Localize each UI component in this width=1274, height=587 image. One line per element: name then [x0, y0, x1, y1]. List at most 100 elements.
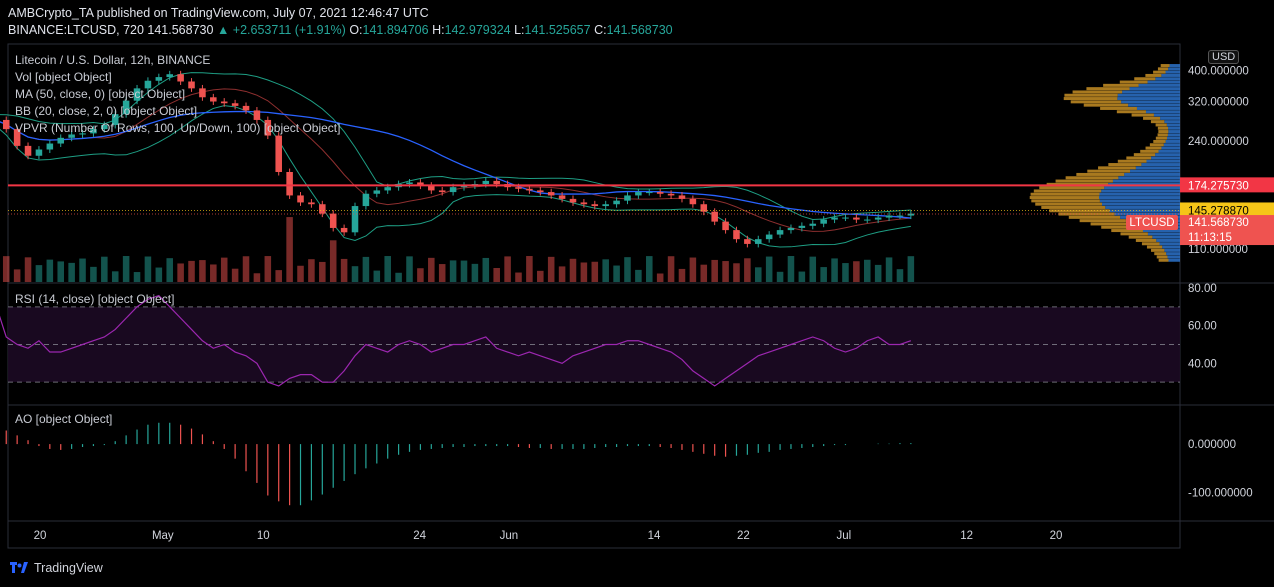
legend-vpvr[interactable]: VPVR (Number Of Rows, 100, Up/Down, 100)… — [15, 121, 341, 135]
vpvr-down-bar — [1035, 202, 1102, 206]
vpvr-down-bar — [1029, 196, 1100, 200]
open-value: 141.894706 — [362, 23, 429, 37]
volume-bar — [547, 256, 555, 282]
volume-bar — [656, 273, 664, 282]
tradingview-logo[interactable]: TradingView — [10, 561, 103, 575]
candle-body — [798, 225, 806, 228]
legend-rsi[interactable]: RSI (14, close) [object Object] — [15, 292, 175, 306]
high-label: H: — [432, 23, 445, 37]
vpvr-down-bar — [1086, 87, 1130, 91]
volume-bar — [395, 272, 402, 282]
vpvr-down-bar — [1155, 123, 1167, 127]
vpvr-up-bar — [1168, 258, 1180, 262]
vpvr-up-bar — [1168, 126, 1180, 130]
volume-bar — [13, 269, 21, 282]
volume-bar — [57, 261, 65, 282]
candle-body — [417, 182, 424, 186]
vpvr-up-bar — [1161, 146, 1180, 150]
vpvr-up-bar — [1124, 172, 1180, 176]
legend-vol[interactable]: Vol [object Object] — [15, 70, 112, 84]
legend-ao[interactable]: AO [object Object] — [15, 412, 113, 426]
candle-body — [319, 204, 326, 214]
vpvr-up-bar — [1166, 252, 1180, 256]
legend-ma[interactable]: MA (50, close, 0) [object Object] — [15, 87, 186, 101]
chart-title[interactable]: Litecoin / U.S. Dollar, 12h, BINANCE — [15, 53, 211, 67]
vpvr-up-bar — [1130, 169, 1180, 173]
volume-bar — [242, 256, 250, 282]
vpvr-up-bar — [1147, 80, 1180, 84]
volume-bar — [46, 259, 54, 282]
candle-body — [286, 171, 293, 196]
y-tick-label: 400.000000 — [1188, 66, 1249, 78]
vpvr-down-bar — [1117, 159, 1147, 163]
candle-body — [351, 206, 359, 233]
volume-bar — [68, 262, 75, 282]
volume-bar — [711, 259, 718, 282]
volume-bar — [624, 257, 631, 282]
vpvr-up-bar — [1105, 205, 1180, 209]
vpvr-up-bar — [1169, 64, 1180, 68]
volume-bar — [809, 256, 817, 282]
vpvr-down-bar — [1143, 116, 1161, 120]
volume-bar — [667, 256, 675, 282]
vpvr-down-bar — [1108, 163, 1142, 167]
vpvr-up-bar — [1118, 176, 1180, 180]
volume-bar — [351, 266, 359, 282]
volume-bar — [896, 269, 904, 282]
candle-body — [853, 217, 860, 220]
price-label-bg — [1180, 202, 1274, 218]
volume-bar — [504, 256, 511, 282]
vpvr-histogram — [1029, 64, 1180, 262]
symbol-tag-bg — [1126, 215, 1178, 231]
candle-body — [166, 74, 173, 78]
bar-countdown: 11:13:15 — [1188, 232, 1232, 244]
symbol-tag: LTCUSD — [1129, 217, 1174, 229]
vpvr-up-bar — [1167, 133, 1180, 137]
vpvr-down-bar — [1072, 90, 1123, 94]
ma-50-line — [0, 110, 911, 219]
candle-body — [874, 217, 882, 220]
volume-bar — [308, 259, 315, 282]
vpvr-down-bar — [1064, 93, 1118, 97]
volume-bar — [373, 270, 381, 282]
volume-bar — [646, 256, 653, 282]
currency-label[interactable]: USD — [1208, 50, 1240, 64]
candle-body — [242, 105, 250, 111]
vpvr-up-bar — [1165, 139, 1180, 143]
volume-bar — [438, 264, 446, 282]
volume-bar — [24, 257, 32, 282]
vpvr-up-bar — [1160, 116, 1180, 120]
vpvr-up-bar — [1099, 199, 1180, 203]
x-tick-label: 20 — [34, 530, 47, 542]
tradingview-brand: TradingView — [34, 561, 103, 575]
candle-body — [79, 133, 86, 135]
low-label: L: — [514, 23, 525, 37]
candle-body — [13, 129, 21, 146]
vpvr-down-bar — [1145, 73, 1162, 77]
vpvr-down-bar — [1039, 186, 1105, 190]
vpvr-down-bar — [1146, 245, 1163, 249]
open-label: O: — [349, 23, 363, 37]
candle-body — [438, 190, 446, 193]
vpvr-up-bar — [1122, 90, 1180, 94]
vpvr-up-bar — [1117, 93, 1180, 97]
candle-body — [101, 124, 108, 130]
candle-body — [177, 74, 184, 82]
candle-body — [602, 204, 609, 207]
legend-bb[interactable]: BB (20, close, 2, 0) [object Object] — [15, 104, 198, 118]
vpvr-up-bar — [1156, 238, 1180, 242]
volume-bar — [2, 256, 10, 282]
vpvr-up-bar — [1121, 100, 1180, 104]
x-tick-label: 24 — [413, 530, 426, 542]
vpvr-down-bar — [1068, 215, 1121, 219]
vpvr-down-bar — [1126, 156, 1152, 160]
x-tick-label: May — [152, 530, 174, 542]
vpvr-up-bar — [1166, 123, 1180, 127]
vpvr-down-bar — [1156, 255, 1168, 259]
vpvr-up-bar — [1136, 106, 1180, 110]
vpvr-up-bar — [1162, 245, 1180, 249]
volume-bar — [689, 257, 697, 282]
vpvr-up-bar — [1163, 143, 1180, 147]
candle-body — [155, 77, 163, 81]
